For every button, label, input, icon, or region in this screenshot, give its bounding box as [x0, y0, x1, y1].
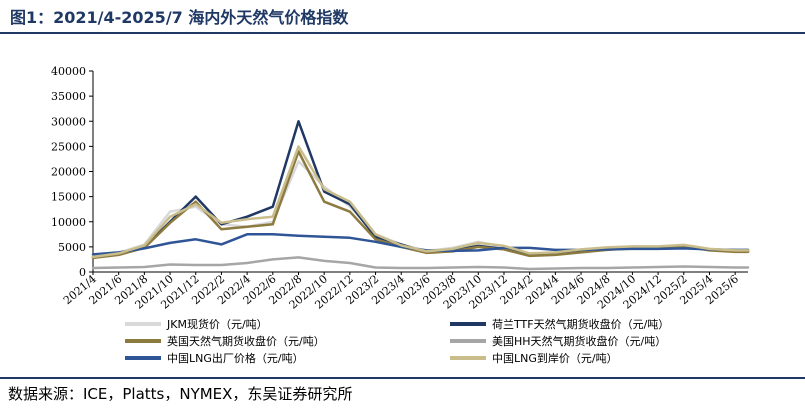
- series-line-6: [91, 145, 750, 259]
- legend-label-1: JKM现货价（元/吨）: [166, 317, 268, 331]
- chart-legend: JKM现货价（元/吨） 荷兰TTF天然气期货收盘价（元/吨） 英国天然气期货收盘价（…: [125, 317, 669, 365]
- series-line-3: [91, 150, 750, 260]
- series-line-4: [91, 256, 750, 271]
- legend-label-3: 英国天然气期货收盘价（元/吨）: [167, 334, 325, 348]
- bottom-rule: [0, 377, 805, 379]
- legend-label-5: 中国LNG出厂价格（元/吨）: [167, 351, 304, 365]
- data-source-note: 数据来源：ICE，Platts，NYMEX，东吴证券研究所: [8, 385, 353, 403]
- y-tick-label: 30000: [51, 115, 86, 128]
- y-tick-label: 10000: [51, 216, 86, 229]
- y-tick-label: 0: [79, 266, 86, 279]
- y-tick-label: 40000: [51, 65, 86, 78]
- top-rule: [0, 32, 805, 34]
- legend-label-4: 美国HH天然气期货收盘价（元/吨）: [492, 334, 666, 348]
- y-tick-label: 20000: [51, 166, 86, 179]
- series-line-2: [91, 120, 750, 259]
- chart-title: 图1：2021/4-2025/7 海内外天然气价格指数: [10, 8, 349, 27]
- y-tick-label: 5000: [58, 241, 86, 254]
- legend-label-2: 荷兰TTF天然气期货收盘价（元/吨）: [492, 317, 669, 331]
- y-tick-label: 35000: [51, 90, 86, 103]
- chart-axes: 0 5000 10000 15000 20000 25000 30000 35000 40000…: [51, 65, 748, 312]
- chart-series: [91, 120, 750, 271]
- series-line-1: [91, 160, 750, 259]
- legend-label-6: 中国LNG到岸价（元/吨）: [492, 352, 618, 365]
- y-tick-label: 15000: [51, 191, 86, 204]
- y-tick-label: 25000: [51, 140, 86, 153]
